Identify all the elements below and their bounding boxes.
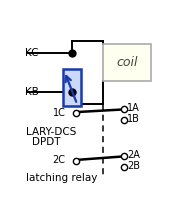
Text: 1C: 1C <box>53 108 66 118</box>
Bar <box>103 44 151 81</box>
Bar <box>63 69 81 106</box>
Text: coil: coil <box>116 56 138 69</box>
Text: 1B: 1B <box>127 114 140 124</box>
Text: 2A: 2A <box>127 150 140 160</box>
Text: 2C: 2C <box>53 155 66 165</box>
Text: KB: KB <box>25 87 39 97</box>
Text: 2B: 2B <box>127 161 140 171</box>
Text: 1A: 1A <box>127 103 140 113</box>
Text: LARY-DCS: LARY-DCS <box>26 127 76 137</box>
Text: KC: KC <box>25 48 38 58</box>
Text: DPDT: DPDT <box>32 137 60 147</box>
Text: latching relay: latching relay <box>26 173 98 183</box>
